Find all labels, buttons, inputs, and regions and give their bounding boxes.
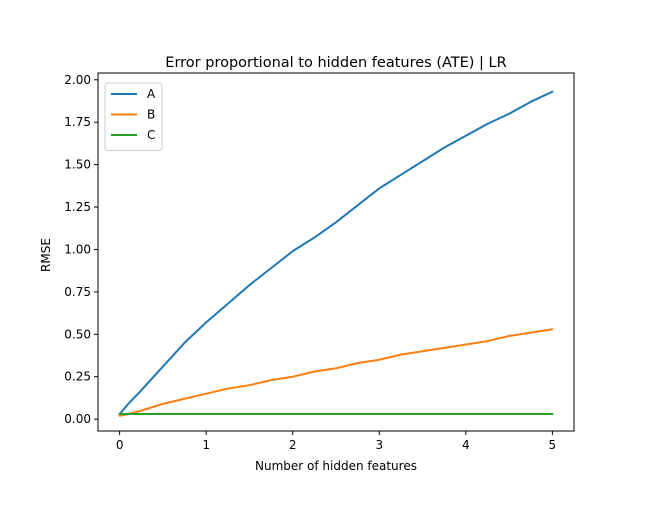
y-tick-label: 2.00 (64, 73, 91, 87)
y-tick-label: 1.25 (64, 200, 91, 214)
x-tick-label: 1 (202, 438, 210, 452)
y-axis-label: RMSE (39, 238, 53, 272)
legend-label-B: B (147, 108, 155, 122)
y-tick-label: 0.00 (64, 412, 91, 426)
plot-frame (97, 72, 575, 432)
legend-label-C: C (147, 128, 155, 142)
x-tick-label: 3 (375, 438, 383, 452)
legend-label-A: A (147, 87, 156, 101)
legend: ABC (104, 82, 163, 151)
y-tick-label: 1.00 (64, 242, 91, 256)
y-tick-label: 1.75 (64, 115, 91, 129)
plot-area (118, 90, 554, 417)
x-axis-label: Number of hidden features (255, 459, 417, 473)
y-tick-label: 0.50 (64, 327, 91, 341)
x-tick-label: 4 (462, 438, 470, 452)
chart-title: Error proportional to hidden features (A… (165, 55, 506, 71)
series-line-A (118, 90, 554, 416)
y-tick-label: 0.25 (64, 370, 91, 384)
x-tick-label: 2 (289, 438, 297, 452)
x-tick-label: 0 (116, 438, 124, 452)
legend-box (104, 82, 163, 151)
y-tick-label: 1.50 (64, 158, 91, 172)
y-tick-label: 0.75 (64, 285, 91, 299)
axes: 0 1 2 3 4 5 0.00 0.25 0.50 0.75 1.00 1.25 1.50 1.75 2.… (64, 72, 575, 452)
series-line-B (118, 328, 554, 417)
x-tick-label: 5 (549, 438, 557, 452)
